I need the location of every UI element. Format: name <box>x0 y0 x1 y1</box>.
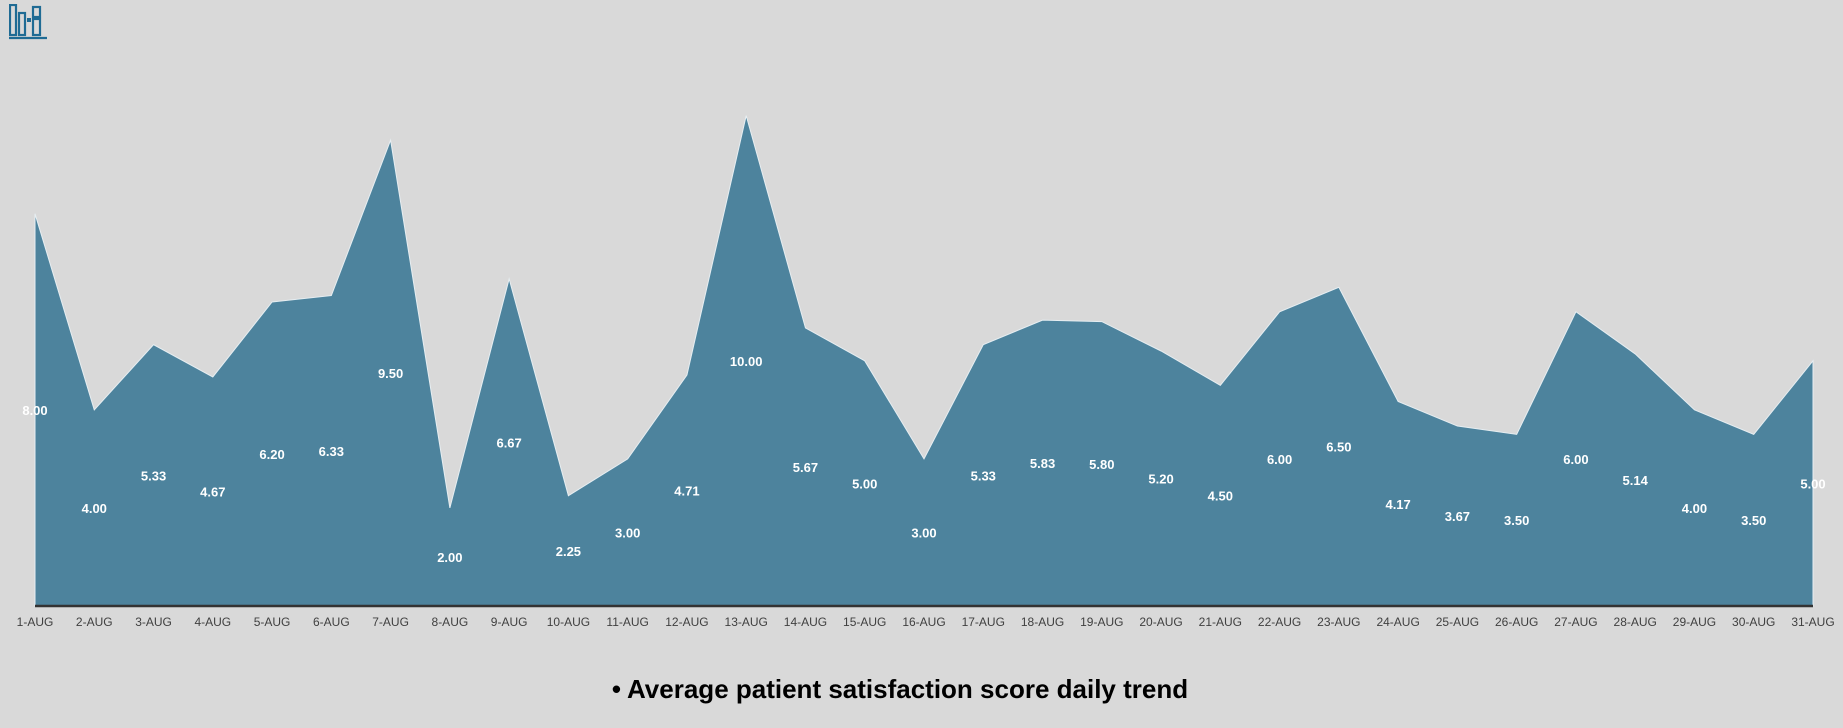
area-chart: 8.00 4.00 5.33 4.67 6.20 6.33 9.50 2.00 6.67 2.25… <box>17 115 1835 629</box>
data-label: 5.33 <box>141 468 166 483</box>
x-tick-label: 16-AUG <box>902 615 945 629</box>
data-label: 5.20 <box>1148 472 1173 487</box>
data-label: 6.00 <box>1267 452 1292 467</box>
x-tick-label: 23-AUG <box>1317 615 1360 629</box>
data-label: 4.50 <box>1208 489 1233 504</box>
chart-title: • Average patient satisfaction score dail… <box>0 674 1800 705</box>
data-label: 5.83 <box>1030 456 1055 471</box>
x-tick-label: 22-AUG <box>1258 615 1301 629</box>
data-label: 4.00 <box>82 501 107 516</box>
series-area <box>34 115 1814 607</box>
data-label: 6.67 <box>496 435 521 450</box>
x-tick-label: 12-AUG <box>665 615 708 629</box>
data-label: 6.00 <box>1563 452 1588 467</box>
x-tick-label: 24-AUG <box>1376 615 1419 629</box>
data-label: 3.50 <box>1741 513 1766 528</box>
data-label: 2.00 <box>437 550 462 565</box>
x-tick-label: 25-AUG <box>1436 615 1479 629</box>
x-tick-label: 31-AUG <box>1791 615 1834 629</box>
data-label: 9.50 <box>378 366 403 381</box>
x-tick-label: 8-AUG <box>432 615 469 629</box>
x-tick-label: 18-AUG <box>1021 615 1064 629</box>
x-tick-label: 29-AUG <box>1673 615 1716 629</box>
x-tick-label: 11-AUG <box>606 615 648 629</box>
x-tick-label: 21-AUG <box>1199 615 1242 629</box>
x-tick-label: 6-AUG <box>313 615 350 629</box>
x-tick-label: 7-AUG <box>372 615 409 629</box>
data-label: 6.33 <box>319 444 344 459</box>
data-label: 4.17 <box>1385 497 1410 512</box>
data-label: 3.00 <box>911 525 936 540</box>
x-tick-label: 20-AUG <box>1139 615 1182 629</box>
x-tick-label: 30-AUG <box>1732 615 1775 629</box>
x-tick-label: 5-AUG <box>254 615 291 629</box>
data-label: 5.67 <box>793 460 818 475</box>
data-label: 10.00 <box>730 354 763 369</box>
x-tick-label: 15-AUG <box>843 615 886 629</box>
bar-chart-books-icon <box>9 4 47 40</box>
x-tick-label: 2-AUG <box>76 615 113 629</box>
data-label: 3.67 <box>1445 509 1470 524</box>
data-label: 5.00 <box>852 476 877 491</box>
x-tick-label: 1-AUG <box>17 615 54 629</box>
x-tick-label: 27-AUG <box>1554 615 1597 629</box>
data-label: 8.00 <box>22 403 47 418</box>
data-label: 4.67 <box>200 484 225 499</box>
data-label: 2.25 <box>556 544 581 559</box>
x-tick-label: 9-AUG <box>491 615 528 629</box>
data-label: 4.71 <box>674 484 699 499</box>
bullet-icon: • <box>611 674 621 704</box>
data-label: 6.20 <box>259 447 284 462</box>
x-tick-label: 17-AUG <box>962 615 1005 629</box>
data-label: 4.00 <box>1682 501 1707 516</box>
x-tick-label: 3-AUG <box>135 615 172 629</box>
x-tick-label: 26-AUG <box>1495 615 1538 629</box>
x-tick-label: 28-AUG <box>1614 615 1657 629</box>
x-tick-label: 14-AUG <box>784 615 827 629</box>
x-tick-label: 4-AUG <box>194 615 231 629</box>
x-tick-label: 10-AUG <box>547 615 590 629</box>
data-label: 5.80 <box>1089 457 1114 472</box>
data-label: 5.00 <box>1800 476 1825 491</box>
data-label: 6.50 <box>1326 440 1351 455</box>
data-label: 3.00 <box>615 525 640 540</box>
data-label: 5.33 <box>971 468 996 483</box>
chart-title-text: Average patient satisfaction score daily… <box>627 674 1189 704</box>
data-label: 5.14 <box>1623 473 1649 488</box>
x-tick-label: 19-AUG <box>1080 615 1123 629</box>
x-tick-label: 13-AUG <box>725 615 768 629</box>
data-label: 3.50 <box>1504 513 1529 528</box>
